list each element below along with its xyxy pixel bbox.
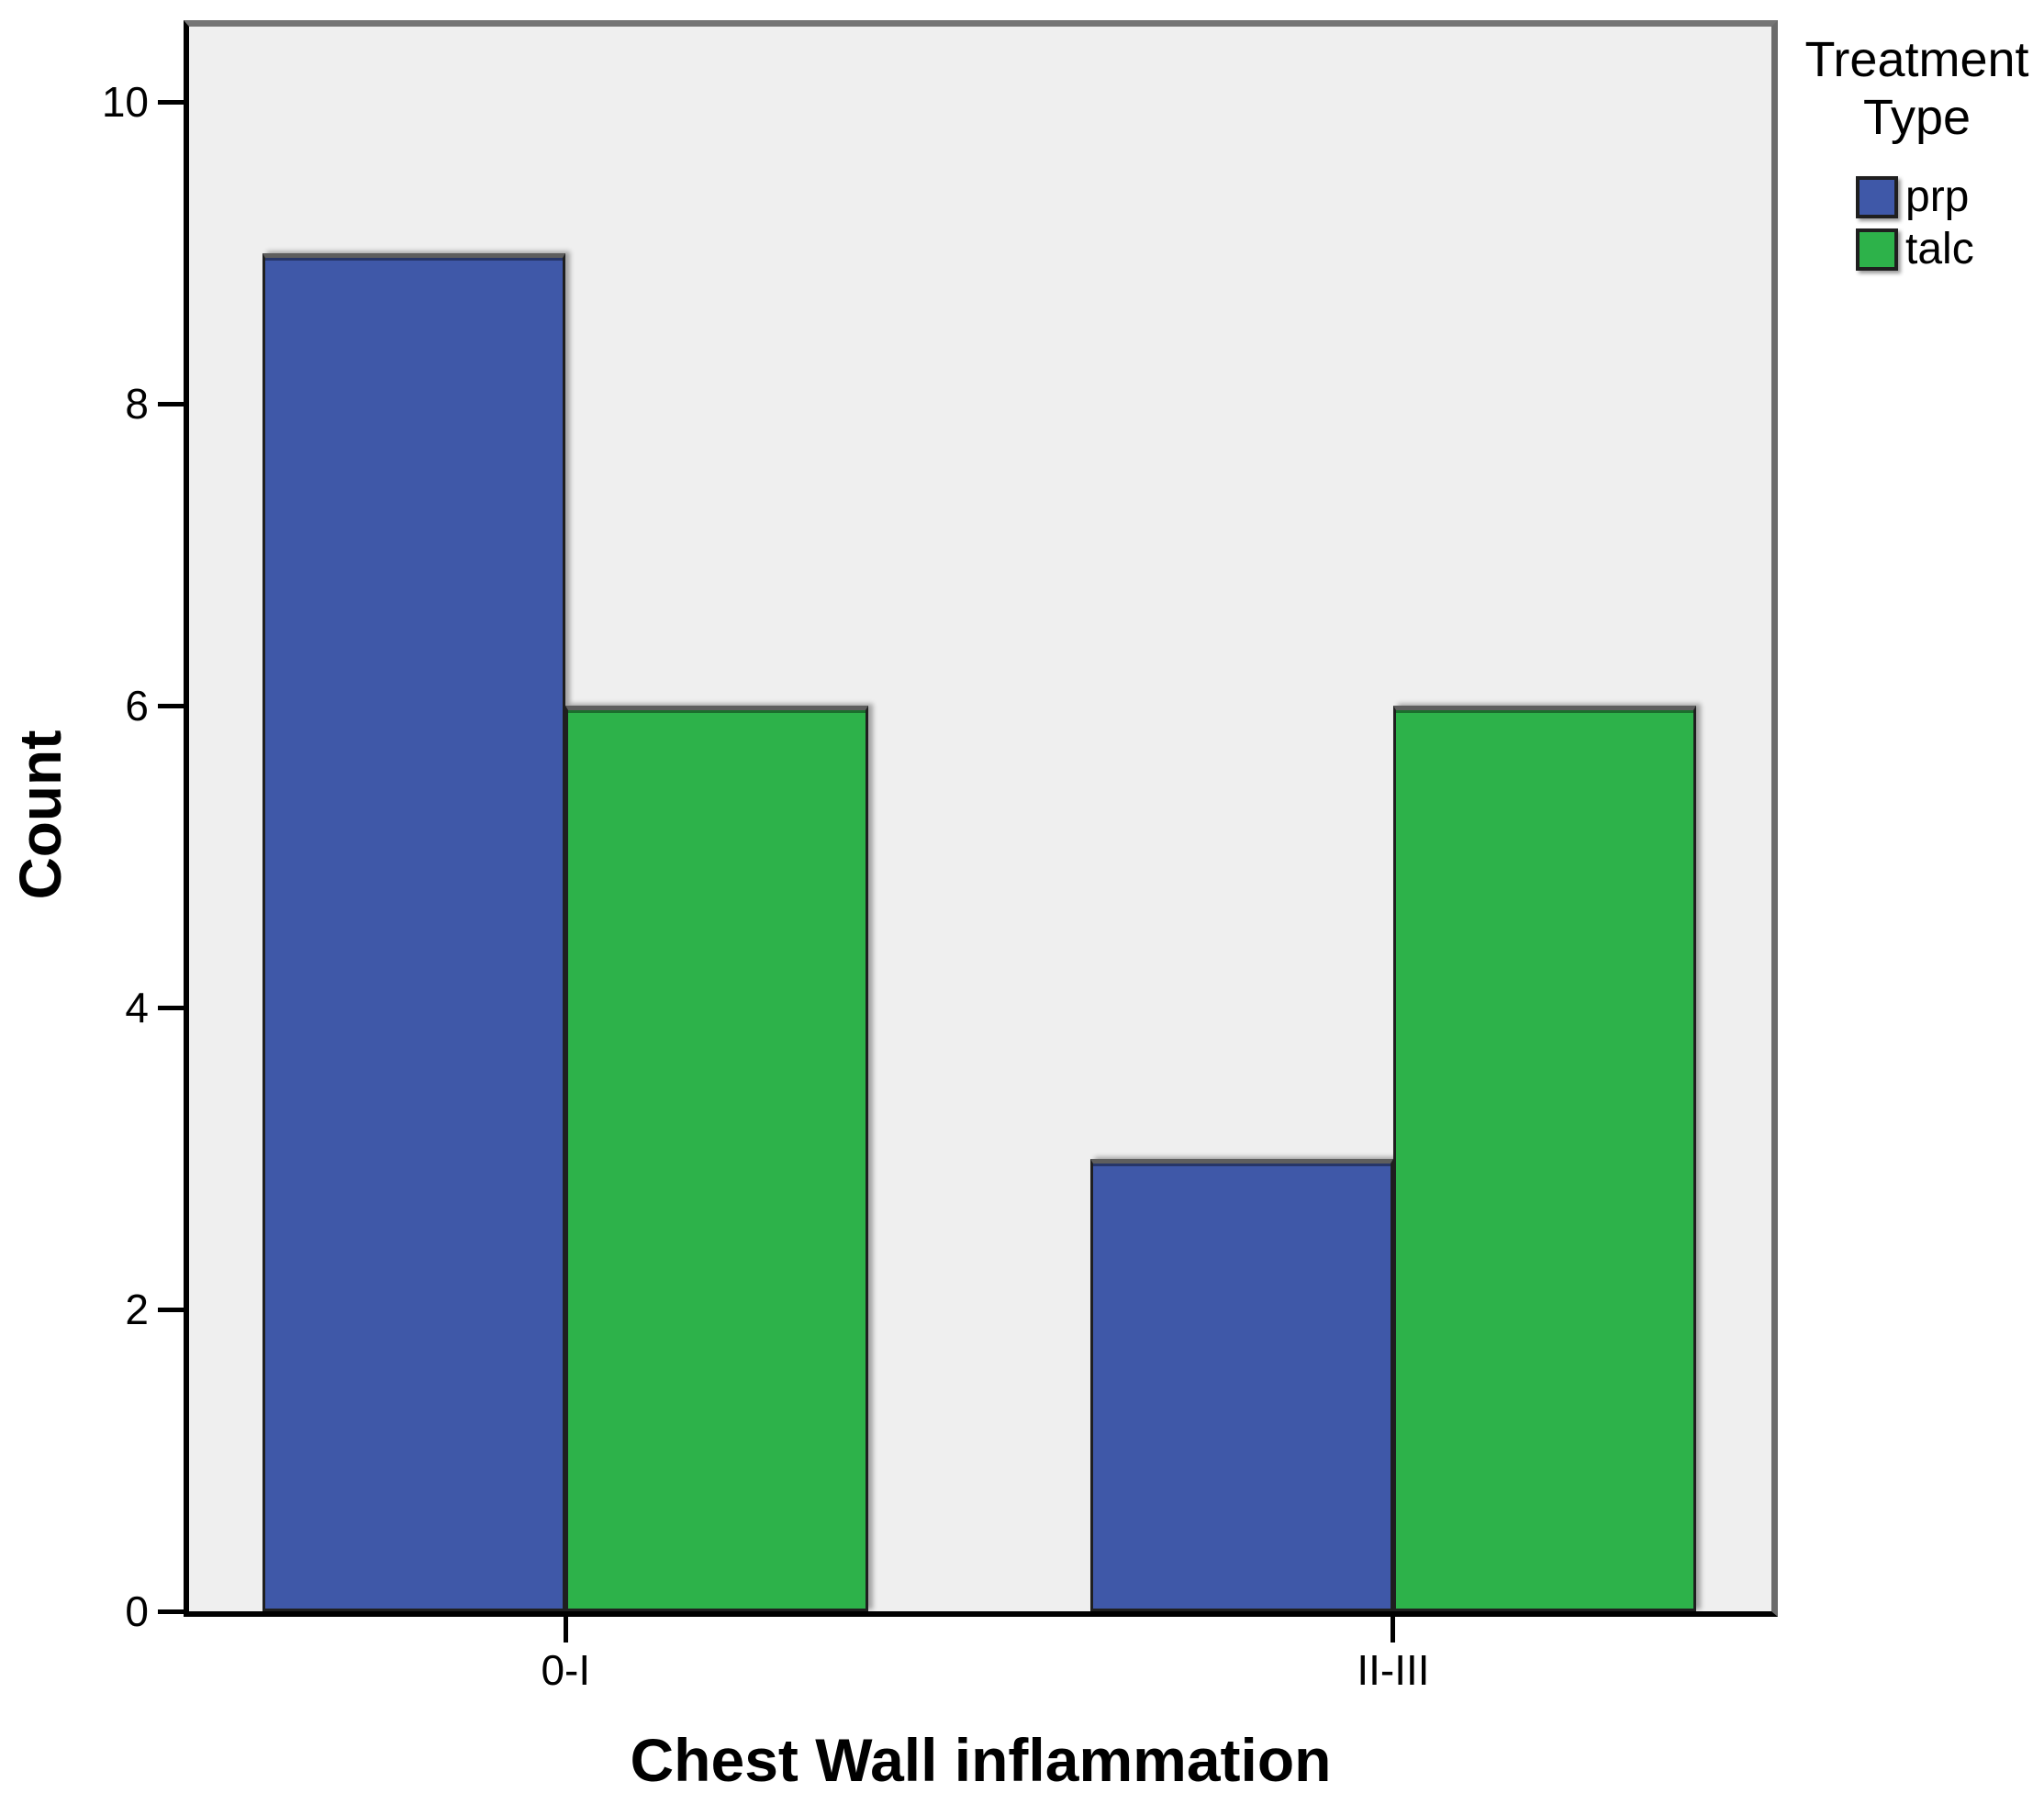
legend-title: Treatment Type [1804, 32, 2029, 145]
y-tick-label: 2 [125, 1286, 149, 1334]
y-tick-label: 4 [125, 984, 149, 1032]
legend-item-prp: prp [1856, 175, 2044, 219]
x-axis-title: Chest Wall inflammation [630, 1726, 1332, 1794]
x-tick-mark [563, 1617, 568, 1643]
y-tick-mark [158, 402, 184, 407]
y-tick-mark [158, 1006, 184, 1011]
bar-prp-II-III [1089, 1158, 1393, 1611]
y-tick-mark [158, 1609, 184, 1614]
y-tick-label: 8 [125, 380, 149, 429]
bar-prp-0-I [262, 252, 566, 1611]
legend-items: prp talc [1790, 175, 2044, 272]
y-tick-label: 6 [125, 682, 149, 730]
x-tick-label: 0-I [541, 1646, 591, 1694]
x-tick-mark [1391, 1617, 1396, 1643]
legend-label-talc: talc [1905, 225, 1974, 274]
legend-item-talc: talc [1856, 228, 2044, 272]
legend: Treatment Type prp talc [1790, 31, 2044, 280]
legend-swatch-prp [1856, 176, 1898, 219]
y-axis-title: Count [7, 729, 73, 900]
y-tick-label: 0 [125, 1587, 149, 1635]
bar-talc-II-III [1392, 706, 1696, 1611]
x-tick-label: II-III [1357, 1646, 1430, 1694]
y-tick-mark [158, 1308, 184, 1313]
legend-label-prp: prp [1905, 173, 1970, 222]
y-tick-mark [158, 100, 184, 106]
y-tick-label: 10 [101, 78, 149, 127]
legend-swatch-talc [1856, 228, 1898, 272]
y-tick-mark [158, 704, 184, 709]
bar-talc-0-I [565, 706, 869, 1611]
